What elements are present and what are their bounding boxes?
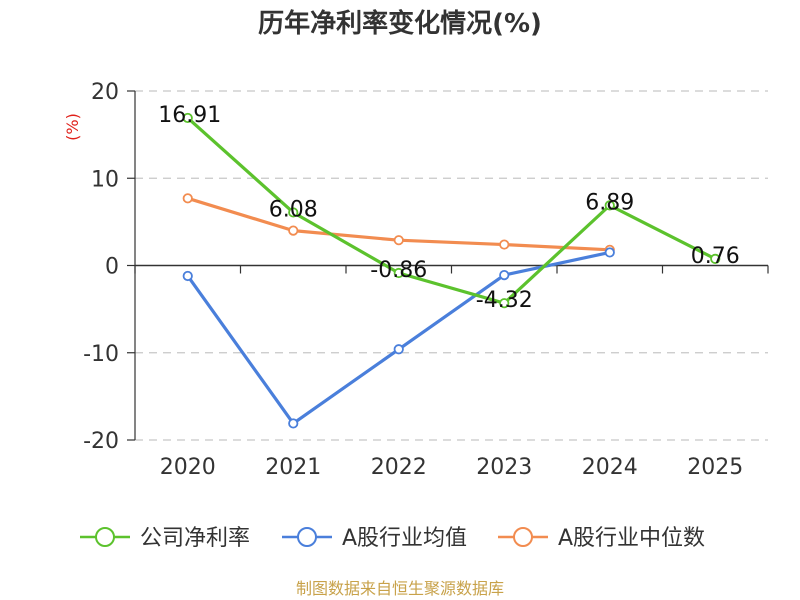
y-tick-label: -20: [83, 429, 119, 454]
legend-item[interactable]: 公司净利率: [80, 526, 250, 551]
data-point[interactable]: [393, 267, 404, 279]
legend-label: A股行业中位数: [558, 526, 705, 551]
data-point[interactable]: [499, 239, 510, 250]
data-point[interactable]: [288, 418, 299, 429]
data-point[interactable]: [182, 270, 193, 282]
data-point[interactable]: [393, 344, 404, 355]
data-label: 6.08: [269, 197, 318, 222]
data-point[interactable]: [710, 253, 721, 264]
y-tick-label: 10: [91, 167, 119, 192]
data-label: -0.86: [370, 258, 427, 283]
x-tick-label: 2023: [476, 455, 532, 480]
data-point[interactable]: [604, 247, 615, 258]
legend-item[interactable]: A股行业中位数: [498, 526, 705, 551]
x-tick-label: 2022: [371, 455, 427, 480]
y-axis-label: (%): [63, 113, 82, 141]
grid-lines: [135, 90, 768, 441]
legend-marker: [513, 527, 533, 547]
x-tick-label: 2021: [265, 455, 321, 480]
y-tick-label: 20: [91, 80, 119, 105]
data-point[interactable]: [182, 112, 193, 124]
x-tick-label: 2020: [160, 455, 216, 480]
source-note: 制图数据来自恒生聚源数据库: [296, 579, 504, 598]
data-point[interactable]: [288, 225, 299, 236]
legend-label: 公司净利率: [140, 526, 250, 551]
legend-item[interactable]: A股行业均值: [282, 526, 467, 551]
data-label: 0.76: [691, 244, 740, 269]
data-labels: 16.91 6.08 -0.86 -4.32 6.89 0.76: [158, 103, 739, 313]
legend-marker: [95, 527, 115, 547]
data-point[interactable]: [288, 207, 299, 218]
legend-label: A股行业均值: [342, 526, 467, 551]
data-point[interactable]: [499, 269, 510, 281]
y-tick-label: -10: [83, 342, 119, 367]
data-point[interactable]: [182, 193, 193, 204]
data-label: 16.91: [158, 103, 221, 128]
legend[interactable]: 公司净利率 A股行业均值 A股行业中位数: [80, 526, 705, 551]
legend-marker: [297, 527, 317, 547]
x-tick-label: 2024: [582, 455, 638, 480]
axes: 20 10 0 -10 -20 2020 2021 2022 2023 2024 2025: [83, 80, 769, 480]
data-point[interactable]: [499, 298, 510, 309]
y-tick-label: 0: [105, 255, 119, 280]
data-label: 6.89: [585, 190, 634, 215]
chart-title: 历年净利率变化情况(%): [258, 8, 542, 39]
series-group: [182, 112, 721, 429]
data-point[interactable]: [393, 235, 404, 246]
series-line: [186, 116, 716, 305]
data-label: -4.32: [476, 288, 533, 313]
x-tick-label: 2025: [687, 455, 743, 480]
data-point[interactable]: [604, 200, 615, 211]
